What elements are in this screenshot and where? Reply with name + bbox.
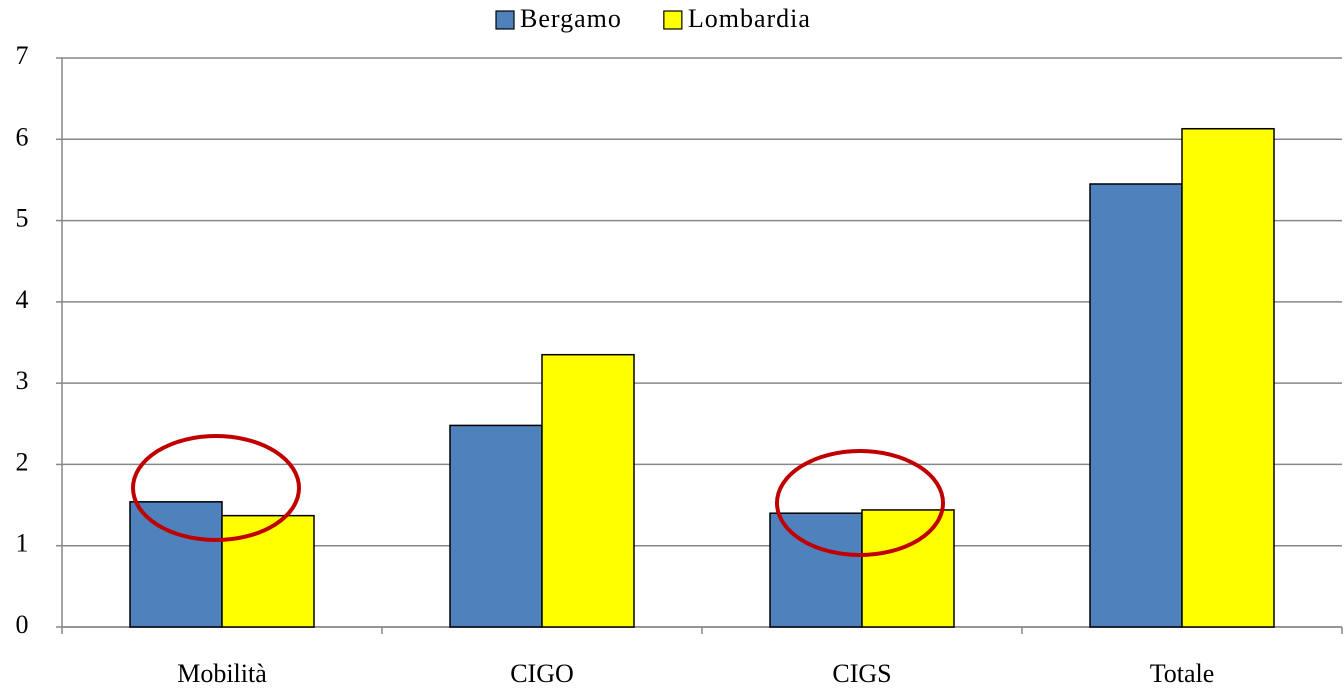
y-tick-label: 0 xyxy=(16,610,29,639)
y-tick-label: 3 xyxy=(16,366,29,395)
y-tick-label: 7 xyxy=(16,41,29,70)
plot-area: 0 1 2 3 4 5 6 7 Mobilità CIGO CIGS Totale xyxy=(16,41,1343,688)
x-tick-label: Totale xyxy=(1150,659,1215,688)
y-tick-label: 6 xyxy=(16,122,29,151)
x-tick-label: CIGO xyxy=(510,659,574,688)
bar xyxy=(221,514,315,628)
y-tick-label: 1 xyxy=(16,529,29,558)
bar xyxy=(129,501,223,628)
bar xyxy=(861,509,955,628)
highlight-ellipse xyxy=(131,434,301,542)
legend: Bergamo Lombardia xyxy=(495,4,811,33)
bar xyxy=(1089,183,1183,628)
highlight-ellipse xyxy=(775,449,945,557)
legend-swatch xyxy=(495,10,515,30)
bar xyxy=(449,424,543,628)
y-tick-label: 4 xyxy=(16,285,29,314)
y-tick-label: 2 xyxy=(16,447,29,476)
bar xyxy=(541,353,635,628)
legend-swatch xyxy=(663,10,683,30)
y-tick-label: 5 xyxy=(16,204,29,233)
bar xyxy=(1181,127,1275,628)
legend-label: Bergamo xyxy=(520,4,622,33)
x-tick-label: CIGS xyxy=(832,659,891,688)
legend-label: Lombardia xyxy=(688,4,811,33)
bar xyxy=(769,512,863,628)
x-tick-label: Mobilità xyxy=(177,659,267,688)
